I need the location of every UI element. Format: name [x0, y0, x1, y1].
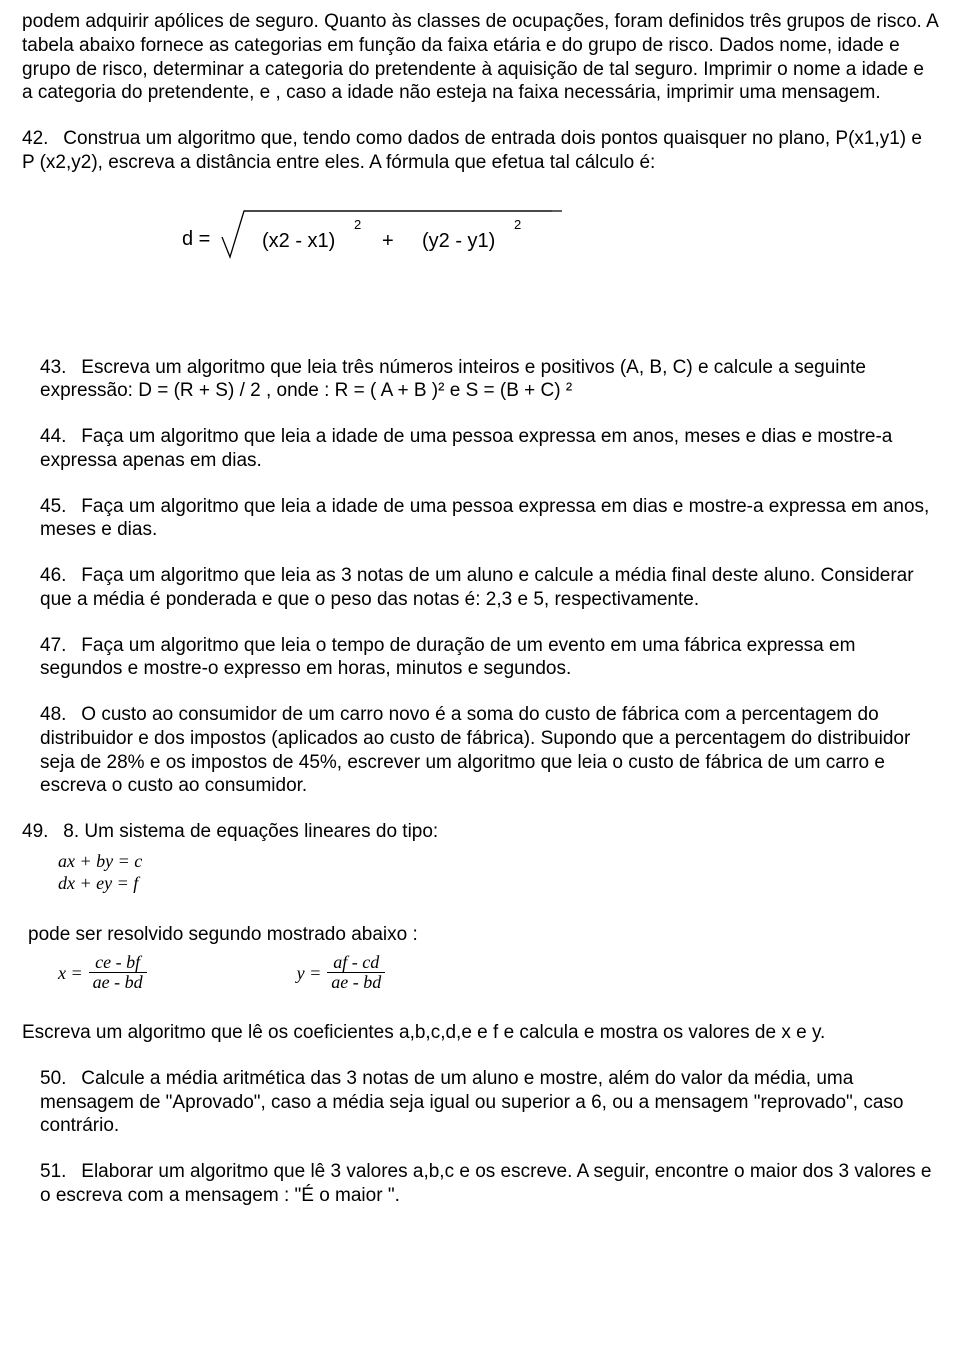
exercise-text: Faça um algoritmo que leia a idade de um… — [40, 426, 892, 471]
exercise-49-end: Escreva um algoritmo que lê os coeficien… — [22, 1021, 938, 1045]
exercise-number: 47. — [40, 634, 76, 658]
svg-text:2: 2 — [514, 217, 521, 232]
xy-solution-formula: x = ce - bf ae - bd y = af - cd ae - bd — [58, 953, 938, 994]
fraction-numerator: af - cd — [327, 953, 385, 974]
linear-system-formula: ax + by = c dx + ey = f — [58, 850, 938, 895]
exercise-43: 43. Escreva um algoritmo que leia três n… — [22, 356, 938, 404]
svg-text:(x2 - x1): (x2 - x1) — [262, 230, 335, 252]
exercise-48: 48. O custo ao consumidor de um carro no… — [22, 703, 938, 798]
exercise-text: Faça um algoritmo que leia as 3 notas de… — [40, 565, 914, 610]
exercise-51: 51. Elaborar um algoritmo que lê 3 valor… — [22, 1160, 938, 1208]
y-formula: y = af - cd ae - bd — [297, 953, 386, 994]
exercise-text: Faça um algoritmo que leia o tempo de du… — [40, 635, 855, 680]
exercise-text: Elaborar um algoritmo que lê 3 valores a… — [40, 1161, 931, 1206]
exercise-number: 46. — [40, 564, 76, 588]
exercise-text: O custo ao consumidor de um carro novo é… — [40, 704, 910, 796]
exercise-number: 50. — [40, 1067, 76, 1091]
exercise-number: 48. — [40, 703, 76, 727]
exercise-number: 43. — [40, 356, 76, 380]
exercise-number: 51. — [40, 1160, 76, 1184]
x-formula: x = ce - bf ae - bd — [58, 953, 147, 994]
exercise-47: 47. Faça um algoritmo que leia o tempo d… — [22, 634, 938, 682]
resolve-text: pode ser resolvido segundo mostrado abai… — [28, 923, 938, 947]
exercise-number: 45. — [40, 495, 76, 519]
fraction-numerator: ce - bf — [89, 953, 147, 974]
exercise-number: 42. — [22, 127, 58, 151]
exercise-50: 50. Calcule a média aritmética das 3 not… — [22, 1067, 938, 1138]
svg-text:+: + — [382, 230, 394, 252]
distance-formula: d = (x2 - x1) 2 + (y2 - y1) 2 — [182, 197, 938, 277]
exercise-44: 44. Faça um algoritmo que leia a idade d… — [22, 425, 938, 473]
exercise-text: Calcule a média aritmética das 3 notas d… — [40, 1068, 903, 1137]
svg-text:2: 2 — [354, 217, 361, 232]
system-line-1: ax + by = c — [58, 850, 938, 873]
system-line-2: dx + ey = f — [58, 872, 938, 895]
exercise-45: 45. Faça um algoritmo que leia a idade d… — [22, 495, 938, 543]
exercise-text: 8. Um sistema de equações lineares do ti… — [63, 821, 438, 842]
exercise-46: 46. Faça um algoritmo que leia as 3 nota… — [22, 564, 938, 612]
fraction-denominator: ae - bd — [327, 973, 385, 993]
exercise-text: Faça um algoritmo que leia a idade de um… — [40, 496, 929, 541]
exercise-number: 44. — [40, 425, 76, 449]
exercise-49: 49. 8. Um sistema de equações lineares d… — [22, 820, 938, 844]
intro-paragraph: podem adquirir apólices de seguro. Quant… — [22, 10, 938, 105]
y-label: y = — [297, 962, 322, 985]
exercise-text: Escreva um algoritmo que leia três númer… — [40, 357, 866, 402]
exercise-42: 42. Construa um algoritmo que, tendo com… — [22, 127, 938, 175]
exercise-number: 49. — [22, 820, 58, 844]
x-label: x = — [58, 962, 83, 985]
svg-text:(y2 - y1): (y2 - y1) — [422, 230, 495, 252]
formula-d-label: d = — [182, 228, 210, 250]
exercise-text: Construa um algoritmo que, tendo como da… — [22, 128, 922, 173]
fraction-denominator: ae - bd — [89, 973, 147, 993]
